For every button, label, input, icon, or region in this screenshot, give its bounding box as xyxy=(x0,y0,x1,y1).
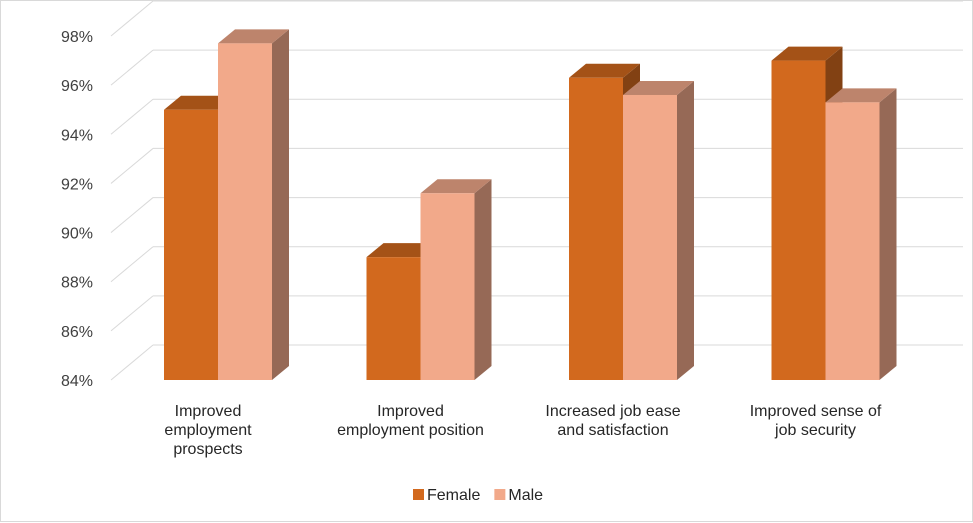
legend-swatch-male xyxy=(494,489,506,500)
x-category-label-line: employment position xyxy=(337,422,484,439)
bar-side xyxy=(677,80,694,380)
x-category-label-line: employment xyxy=(164,422,252,439)
x-category-label-line: Improved xyxy=(377,403,444,420)
x-category-label-line: and satisfaction xyxy=(557,422,668,439)
bar-top xyxy=(420,179,492,194)
gridline-depth xyxy=(110,49,154,86)
bar-female xyxy=(569,77,623,381)
bar-top xyxy=(825,88,897,103)
bar-side xyxy=(474,179,492,380)
gridline-depth xyxy=(110,98,154,135)
legend-swatch-female xyxy=(413,489,424,500)
y-tick-label: 98% xyxy=(61,29,93,46)
x-category-label: Improved employment prospects xyxy=(164,403,252,458)
bar-side xyxy=(879,88,897,380)
gridline-depth xyxy=(110,197,154,233)
gridline-depth xyxy=(110,295,154,332)
bar-top xyxy=(366,243,438,258)
x-category-label: Increased job ease and satisfaction xyxy=(545,403,680,439)
gridline-depth xyxy=(110,148,154,184)
gridline-depth xyxy=(110,344,154,381)
bar-male xyxy=(825,102,880,380)
y-tick-label: 90% xyxy=(61,226,93,243)
y-tick-label: 88% xyxy=(61,275,93,292)
bar-male xyxy=(218,43,272,380)
bar-male xyxy=(420,193,475,380)
bar-female xyxy=(366,257,421,380)
x-category-label-line: prospects xyxy=(173,441,242,458)
y-tick-label: 94% xyxy=(61,127,93,144)
x-category-label-line: job security xyxy=(774,422,856,439)
y-tick-label: 84% xyxy=(61,373,93,390)
x-category-label: Improved sense of job security xyxy=(750,403,882,439)
x-category-label-line: Improved sense of xyxy=(750,403,882,420)
gridline-depth xyxy=(110,1,154,37)
y-tick-label: 86% xyxy=(61,324,93,341)
x-category-label-line: Improved xyxy=(175,403,242,420)
bar-top xyxy=(771,46,843,61)
y-tick-label: 92% xyxy=(61,176,93,193)
x-category-label-line: Increased job ease xyxy=(545,403,680,420)
gridline-depth xyxy=(110,246,154,283)
x-category-label: Improved employment position xyxy=(337,403,484,439)
bar-top xyxy=(623,80,694,95)
bar-male xyxy=(623,94,677,380)
bar-top xyxy=(569,63,640,78)
bar-side xyxy=(272,29,289,380)
bar-top xyxy=(164,95,235,110)
bar-female xyxy=(164,109,218,380)
legend-label-female: Female xyxy=(427,487,480,504)
bar-top xyxy=(218,29,289,44)
legend-label-male: Male xyxy=(508,487,543,504)
bar-female xyxy=(771,60,826,380)
y-tick-label: 96% xyxy=(61,78,93,95)
